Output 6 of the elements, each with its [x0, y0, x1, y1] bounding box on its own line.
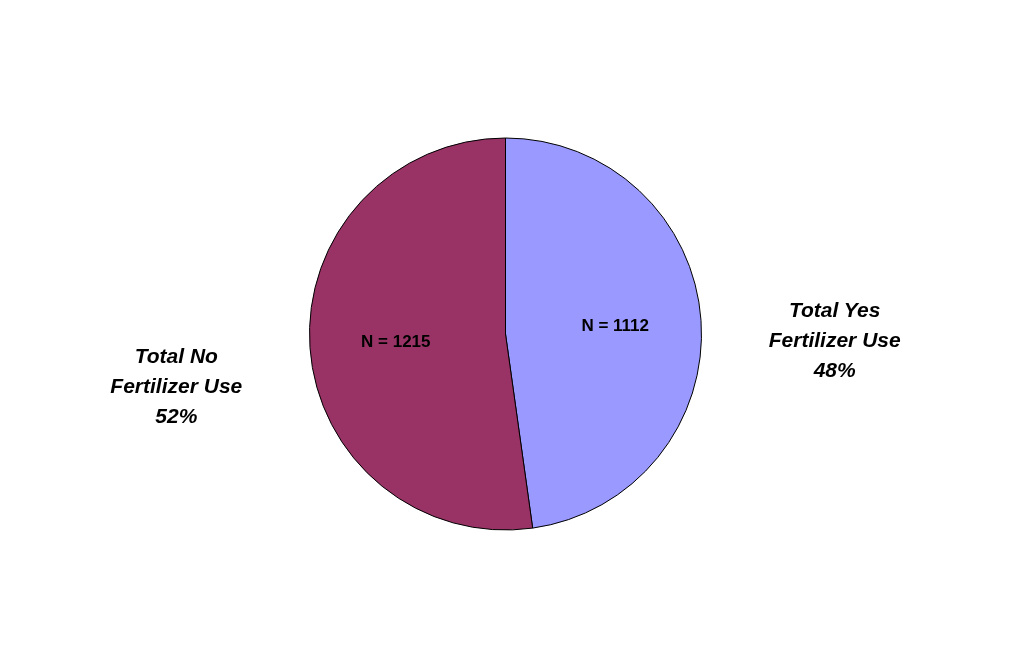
data-label: N = 1112: [581, 316, 650, 336]
data-label: N = 1215: [361, 331, 431, 351]
text: 48%: [812, 358, 857, 382]
slice-label: Total No Fertilizer Use: [110, 343, 243, 397]
text: 52%: [155, 403, 198, 427]
slice-label: Total Yes Fertilizer Use: [768, 298, 901, 352]
